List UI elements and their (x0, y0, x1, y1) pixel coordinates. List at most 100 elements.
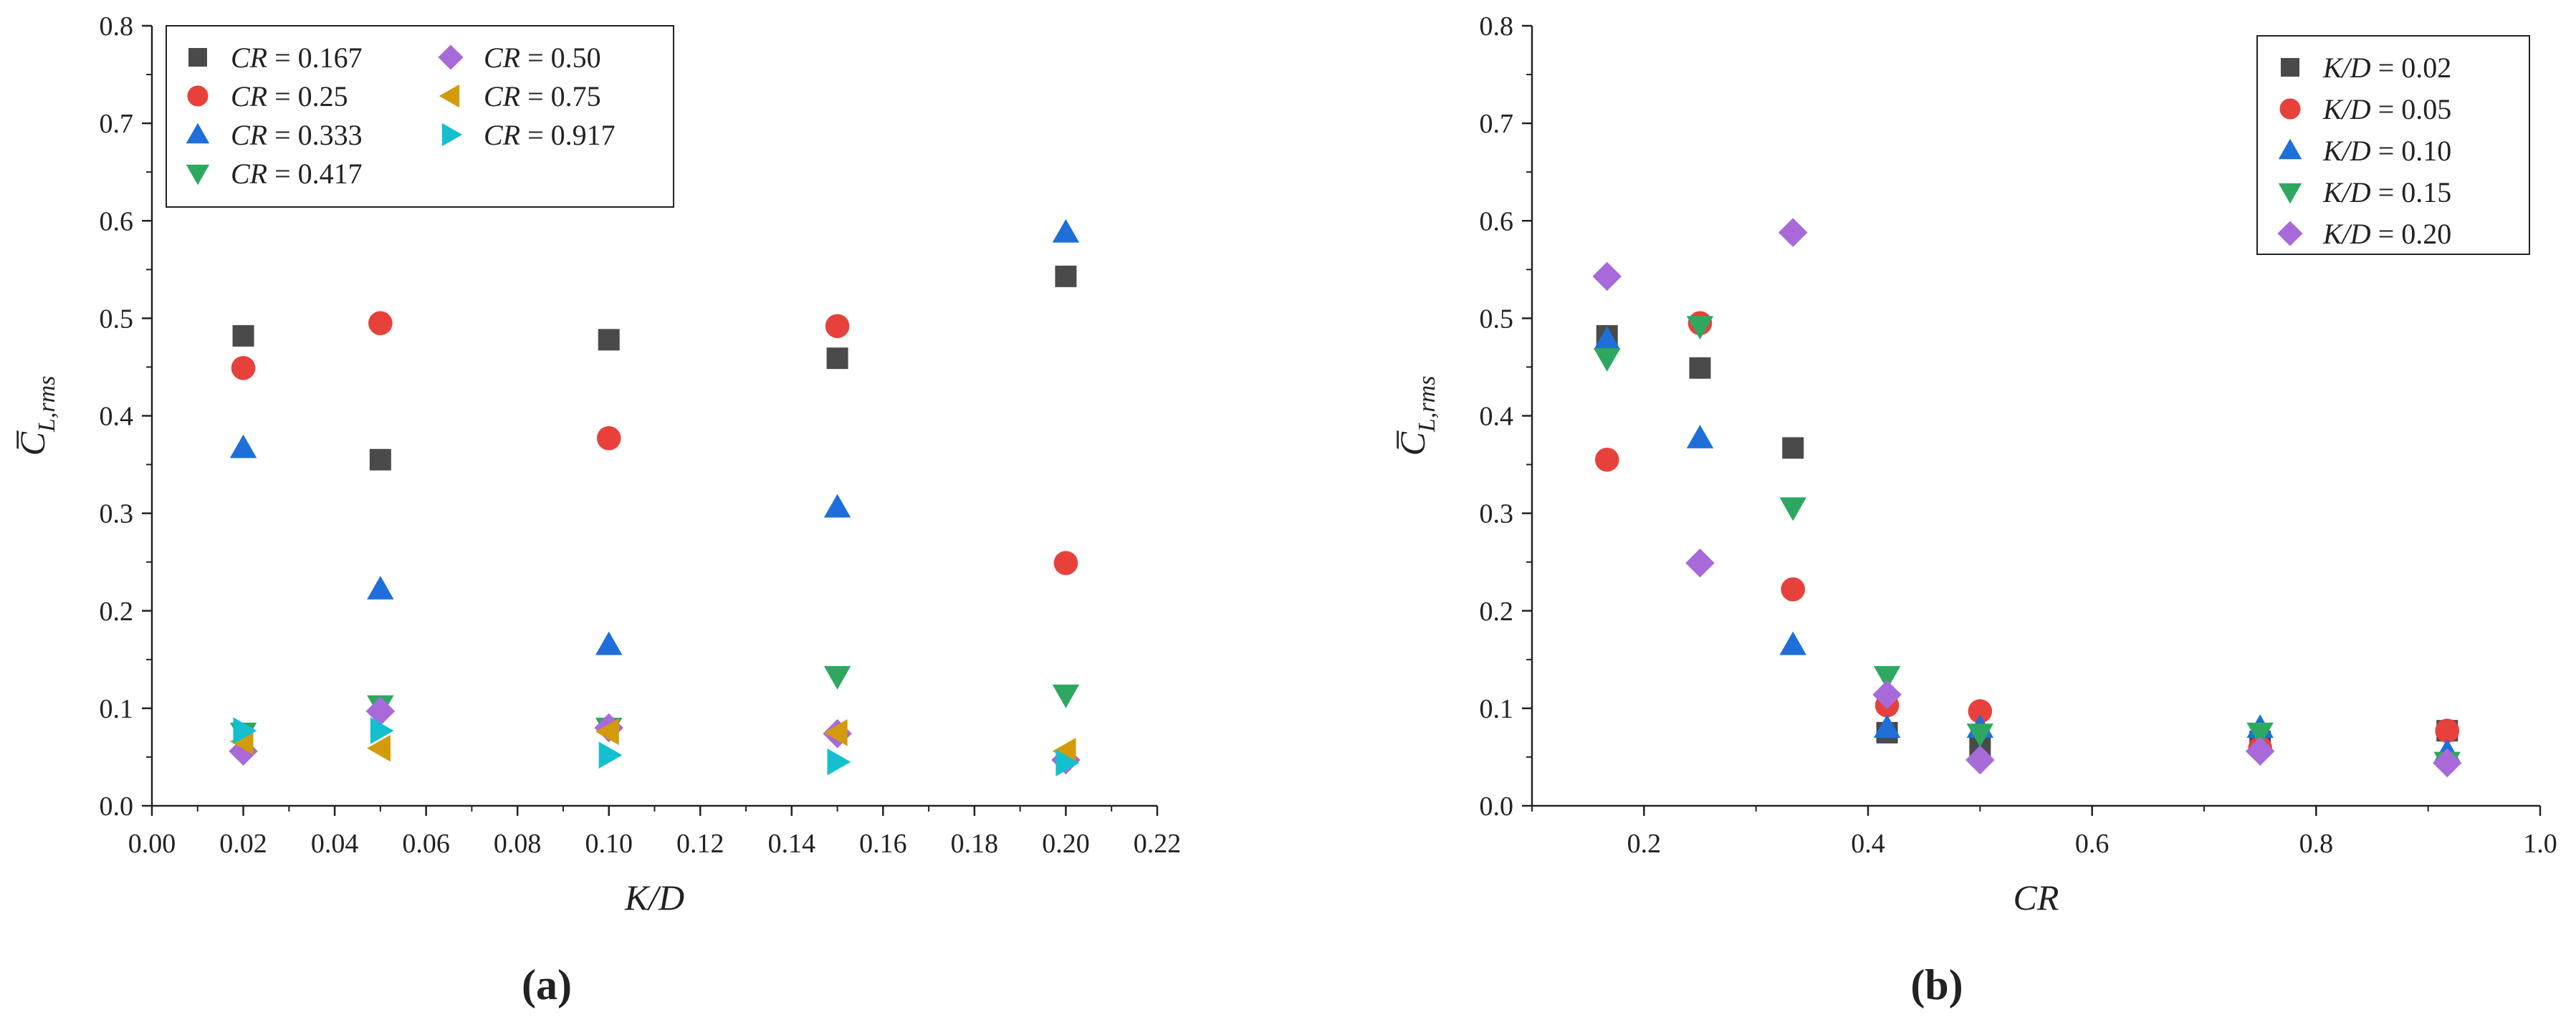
data-point (365, 696, 396, 726)
data-point (229, 434, 257, 458)
legend-box (2256, 35, 2530, 255)
data-point (1055, 265, 1077, 287)
y-tick-label: 0.5 (100, 304, 134, 334)
legend-marker (2279, 98, 2301, 120)
data-point (826, 347, 848, 370)
data-point (1686, 316, 1714, 340)
y-tick-label: 0.4 (100, 402, 134, 432)
x-tick-label: 0.10 (585, 829, 633, 859)
legend-marker (186, 164, 210, 186)
x-tick-label: 0.02 (219, 829, 267, 859)
x-axis-title: CR (2014, 877, 2059, 918)
data-point (1052, 684, 1080, 708)
x-tick-label: 0.6 (2075, 829, 2110, 859)
data-point (595, 718, 619, 746)
data-point (595, 631, 623, 655)
data-point (1593, 326, 1621, 350)
panel-label: (a) (522, 961, 572, 1009)
data-point (1593, 348, 1621, 372)
legend-marker (2277, 221, 2303, 246)
legend-label: K/D = 0.10 (2322, 135, 2451, 167)
data-point (827, 748, 851, 776)
x-tick-label: 0.16 (859, 829, 907, 859)
series-5 (229, 718, 1076, 765)
legend-marker (441, 122, 463, 147)
data-point (1053, 551, 1078, 575)
y-tick-label: 0.3 (100, 499, 134, 529)
data-point (1873, 714, 1901, 738)
legend-marker (186, 122, 210, 144)
series-3 (1593, 316, 2461, 776)
y-axis-title: C̅L,rms (1392, 376, 1440, 456)
series-2 (1593, 326, 2461, 763)
legend: K/D = 0.02 K/D = 0.05 K/D = 0.10 K/D = 0.15… (2256, 35, 2530, 255)
y-tick-label: 0.4 (1480, 402, 1514, 432)
x-tick-label: 0.8 (2299, 829, 2334, 859)
legend-label: CR = 0.417 (231, 158, 363, 190)
series-0 (232, 265, 1077, 471)
data-point (369, 448, 391, 471)
data-point (2246, 722, 2274, 746)
legend-label: CR = 0.333 (231, 119, 363, 151)
data-point (1592, 261, 1622, 292)
x-tick-label: 0.18 (951, 829, 999, 859)
data-point (370, 717, 394, 744)
data-point (1052, 218, 1080, 243)
data-point (823, 719, 848, 746)
data-point (368, 311, 393, 335)
data-point (1685, 548, 1715, 578)
legend: CR = 0.167 CR = 0.25 CR = 0.333 CR = 0.417 C… (166, 25, 674, 208)
legend-label: CR = 0.75 (484, 80, 601, 112)
x-tick-label: 0.00 (128, 829, 176, 859)
y-tick-label: 0.2 (100, 597, 134, 627)
x-tick-label: 0.06 (402, 829, 450, 859)
data-point (1965, 745, 1995, 775)
data-point (825, 314, 850, 339)
data-point (1686, 425, 1714, 448)
data-point (598, 329, 620, 351)
x-tick-label: 0.2 (1627, 829, 1662, 859)
x-tick-label: 0.4 (1851, 829, 1885, 859)
x-tick-label: 0.04 (311, 829, 359, 859)
legend-marker (2278, 138, 2302, 160)
y-tick-label: 0.0 (100, 791, 134, 822)
series-1 (1594, 311, 2460, 761)
data-point (2435, 718, 2460, 743)
legend-label: K/D = 0.05 (2322, 93, 2451, 125)
series-3 (229, 665, 1080, 746)
x-tick-label: 0.12 (676, 829, 724, 859)
data-point (1779, 631, 1807, 655)
series-4 (229, 696, 1081, 775)
x-tick-label: 0.08 (494, 829, 542, 859)
data-point (1873, 665, 1901, 690)
data-point (1966, 723, 1994, 748)
y-tick-label: 0.3 (1480, 499, 1514, 529)
data-point (2245, 736, 2275, 766)
y-axis-title: C̅L,rms (12, 376, 60, 456)
legend-label: K/D = 0.15 (2322, 176, 2451, 208)
data-point (1778, 218, 1808, 247)
x-tick-label: 0.22 (1134, 829, 1182, 859)
data-point (1968, 699, 1993, 723)
x-tick-label: 0.20 (1042, 829, 1090, 859)
data-point (1872, 680, 1902, 710)
legend-label: CR = 0.25 (231, 80, 348, 112)
data-point (233, 717, 257, 744)
legend-marker (187, 85, 209, 107)
data-point (367, 576, 394, 600)
legend-marker (2278, 183, 2302, 204)
series-0 (1596, 324, 2458, 759)
chart-a: 0.0 0.1 0.2 0.3 0.4 0.5 0.6 0.7 0.8 0.00 0.02 0.04 0… (12, 11, 1181, 1009)
y-tick-label: 0.5 (1480, 304, 1514, 334)
data-point (1779, 497, 1807, 521)
data-point (1782, 437, 1804, 459)
legend-label: K/D = 0.20 (2322, 218, 2451, 250)
data-point (1781, 577, 1806, 602)
data-point (596, 426, 621, 451)
data-point (1055, 749, 1080, 776)
data-point (1689, 357, 1711, 379)
data-point (823, 665, 851, 690)
series-1 (231, 311, 1078, 575)
y-tick-label: 0.1 (100, 694, 134, 724)
